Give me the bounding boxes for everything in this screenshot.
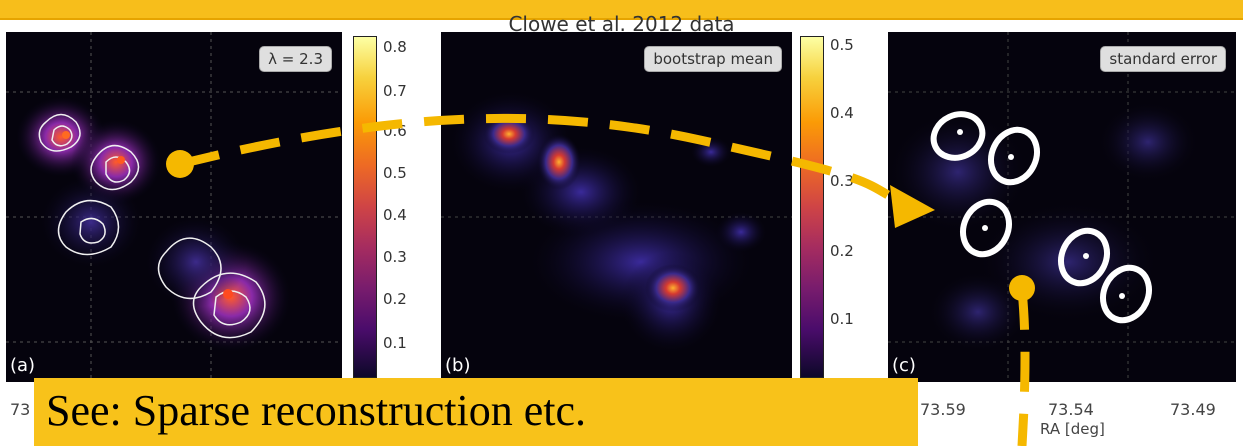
panel-c-letter: (c): [892, 355, 916, 376]
panel-a-letter: (a): [10, 355, 36, 376]
colorbar-a-tick: 0.2: [383, 290, 407, 308]
colorbar-b-tick: 0.4: [830, 104, 854, 122]
panel-b-letter: (b): [445, 355, 471, 376]
x-axis-label: RA [deg]: [1040, 420, 1105, 438]
x-tick-label: 73.49: [1170, 400, 1216, 419]
panel-a: λ = 2.3 (a): [6, 32, 342, 382]
colorbar-b-tick: 0.3: [830, 172, 854, 190]
panel-a-image: [6, 32, 342, 382]
colorbar-b-tick: 0.1: [830, 310, 854, 328]
colorbar-a-tick: 0.7: [383, 82, 407, 100]
arrow-origin-dot: [166, 150, 194, 178]
caption-text: See: Sparse reconstruction etc.: [46, 386, 587, 435]
panel-b-label: bootstrap mean: [644, 46, 782, 72]
dashed-arrow-path: [178, 113, 908, 209]
colorbar-a-tick: 0.3: [383, 248, 407, 266]
highlight-ellipse: [1058, 227, 1110, 287]
colorbar-b: [800, 36, 824, 378]
x-tick-label: 73.59: [920, 400, 966, 419]
x-tick-label: 73: [10, 400, 31, 419]
caption-banner: See: Sparse reconstruction etc.: [34, 378, 918, 446]
colorbar-b-tick: 0.2: [830, 242, 854, 260]
panel-c-label: standard error: [1100, 46, 1226, 72]
panel-b-image: [441, 32, 792, 382]
colorbar-a-tick: 0.4: [383, 206, 407, 224]
x-tick-label: 73.54: [1048, 400, 1094, 419]
arrow-head-icon: [890, 185, 935, 228]
colorbar-a-tick: 0.1: [383, 334, 407, 352]
highlight-ellipse: [960, 198, 1012, 258]
panel-b: bootstrap mean (b): [441, 32, 792, 382]
colorbar-b-tick: 0.5: [830, 36, 854, 54]
colorbar-a-tick: 0.5: [383, 164, 407, 182]
panel-a-label: λ = 2.3: [259, 46, 332, 72]
top-accent-bar: [0, 0, 1243, 20]
colorbar-a: [353, 36, 377, 378]
colorbar-a-tick: 0.8: [383, 38, 407, 56]
highlight-ellipse: [988, 126, 1040, 186]
arrow-origin-dot-2: [1009, 275, 1035, 301]
highlight-ellipse: [1100, 264, 1152, 324]
dashed-arrow-down-path: [1017, 289, 1030, 446]
highlight-ellipse: [930, 111, 986, 161]
